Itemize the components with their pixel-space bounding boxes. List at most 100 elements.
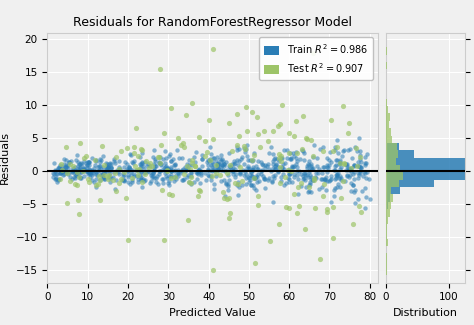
Point: [99, 165, 106, 170]
Point: [167, 172, 175, 177]
Point: [216, 156, 224, 162]
Point: [234, 179, 242, 184]
Point: [168, 193, 176, 198]
Point: [60, 171, 68, 176]
Point: [184, 218, 192, 223]
Point: [228, 148, 236, 153]
Point: [155, 160, 163, 165]
Point: [80, 167, 87, 172]
Point: [155, 155, 162, 160]
Point: [251, 261, 258, 266]
Point: [233, 171, 240, 176]
Point: [123, 169, 131, 174]
Point: [173, 148, 180, 153]
Point: [250, 175, 257, 180]
Point: [242, 172, 250, 177]
Point: [241, 173, 248, 178]
Point: [188, 162, 196, 168]
Point: [288, 179, 295, 185]
Point: [246, 177, 254, 182]
Point: [93, 172, 100, 177]
Point: [366, 197, 374, 202]
Point: [284, 175, 292, 180]
Point: [292, 161, 300, 166]
Point: [206, 157, 214, 162]
Point: [104, 164, 111, 169]
Point: [138, 160, 146, 165]
Point: [157, 142, 164, 148]
Point: [286, 131, 293, 136]
Point: [324, 155, 331, 161]
Point: [263, 163, 271, 169]
Point: [73, 170, 81, 175]
Point: [356, 149, 364, 154]
Point: [231, 161, 238, 166]
Point: [280, 172, 287, 177]
Point: [125, 175, 132, 180]
Point: [285, 179, 293, 185]
Point: [68, 168, 75, 173]
Point: [130, 174, 137, 179]
Point: [258, 167, 266, 172]
Point: [350, 189, 357, 195]
Point: [303, 163, 311, 169]
Point: [301, 227, 309, 232]
Point: [293, 164, 301, 170]
Point: [163, 169, 171, 174]
Point: [261, 162, 269, 167]
Point: [288, 164, 296, 169]
Point: [167, 159, 174, 164]
Point: [151, 168, 158, 174]
Point: [62, 170, 70, 175]
Point: [189, 100, 196, 106]
Point: [220, 196, 228, 201]
Point: [337, 159, 344, 164]
Point: [130, 161, 137, 166]
Point: [167, 168, 175, 173]
Point: [88, 169, 96, 174]
Point: [297, 184, 305, 189]
Point: [204, 167, 212, 172]
Point: [299, 177, 306, 182]
Point: [358, 166, 365, 171]
Point: [180, 144, 188, 149]
Point: [141, 170, 148, 176]
Point: [333, 144, 341, 149]
Point: [148, 174, 156, 179]
Point: [307, 175, 314, 180]
Point: [329, 204, 337, 209]
Point: [327, 200, 334, 205]
Point: [203, 159, 211, 164]
Point: [287, 172, 294, 177]
Point: [77, 175, 85, 180]
Point: [225, 177, 232, 182]
Point: [209, 46, 216, 52]
Point: [229, 171, 237, 176]
Point: [280, 182, 287, 188]
Point: [104, 164, 112, 169]
Point: [103, 167, 110, 172]
Point: [205, 158, 212, 163]
Point: [264, 162, 272, 167]
Bar: [386, 165, 401, 172]
Point: [156, 154, 164, 160]
Point: [335, 162, 343, 167]
Point: [107, 176, 115, 181]
Point: [85, 160, 92, 165]
Point: [222, 160, 230, 165]
Point: [276, 122, 283, 127]
Point: [223, 196, 231, 201]
Point: [270, 156, 277, 162]
Point: [72, 181, 79, 187]
Point: [157, 161, 164, 166]
Point: [150, 176, 158, 181]
Point: [307, 189, 314, 195]
Point: [70, 174, 78, 179]
Point: [296, 156, 303, 161]
Point: [308, 176, 315, 181]
Point: [257, 159, 265, 164]
Point: [207, 162, 215, 167]
Point: [156, 66, 164, 71]
Point: [301, 178, 309, 183]
Point: [165, 173, 173, 178]
